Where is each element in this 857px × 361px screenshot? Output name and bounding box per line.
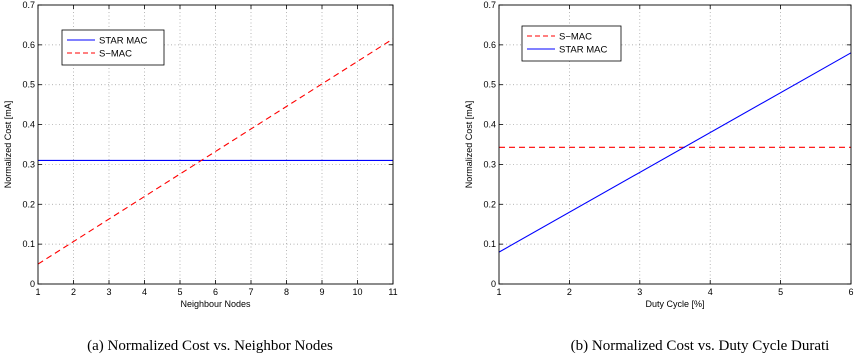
legend-label-0: STAR MAC: [99, 36, 148, 47]
x-tick-label: 5: [177, 287, 182, 297]
y-tick-label: 0.3: [483, 159, 496, 169]
x-tick-label: 2: [71, 287, 76, 297]
y-tick-label: 0.4: [483, 120, 496, 130]
figure-caption: (b) Normalized Cost vs. Duty Cycle Durat…: [571, 338, 830, 354]
y-tick-label: 0.2: [483, 199, 496, 209]
y-tick-label: 0.2: [22, 199, 35, 209]
x-tick-label: 8: [284, 287, 289, 297]
x-tick-label: 3: [106, 287, 111, 297]
chart-panel-a: 1 2 3 4 5 6 7 8 9 10 11 0 0.1 0.2 0.3 0.4 0.5 0.6 0.7 STAR …: [3, 0, 398, 354]
chart-panel-b: 1 2 3 4 5 6 0 0.1 0.2 0.3 0.4 0.5 0.6 0.7 S−MAC STAR MA…: [464, 0, 854, 354]
y-tick-label: 0.7: [22, 0, 35, 10]
x-tick-label: 4: [142, 287, 147, 297]
y-tick-label: 0: [30, 279, 35, 289]
x-tick-label: 7: [248, 287, 253, 297]
y-tick-label: 0.6: [22, 40, 35, 50]
figure-caption: (a) Normalized Cost vs. Neighbor Nodes: [87, 338, 333, 354]
x-axis-label: Neighbour Nodes: [180, 299, 251, 309]
legend-label-1: S−MAC: [99, 49, 132, 60]
y-tick-label: 0.1: [22, 239, 35, 249]
x-tick-label: 10: [352, 287, 362, 297]
y-tick-label: 0.4: [22, 120, 35, 130]
plot-frame: [37, 4, 394, 285]
x-tick-label: 6: [213, 287, 218, 297]
legend-box: [61, 29, 165, 66]
y-tick-label: 0.3: [22, 159, 35, 169]
x-tick-label: 4: [708, 287, 713, 297]
y-tick-label: 0.5: [483, 80, 496, 90]
plot-frame: [498, 4, 852, 285]
x-tick-label: 1: [496, 287, 501, 297]
y-tick-label: 0.6: [483, 40, 496, 50]
y-axis-label: Normalized Cost [mA]: [464, 101, 474, 189]
y-tick-label: 0.5: [22, 80, 35, 90]
series-line-1: [37, 38, 394, 265]
x-axis-label: Duty Cycle [%]: [645, 299, 704, 309]
x-tick-label: 5: [778, 287, 783, 297]
y-tick-label: 0.7: [483, 0, 496, 10]
x-tick-label: 9: [319, 287, 324, 297]
y-tick-label: 0.1: [483, 239, 496, 249]
x-tick-label: 6: [848, 287, 853, 297]
series-line-1: [498, 52, 852, 253]
y-axis-label: Normalized Cost [mA]: [3, 101, 13, 189]
y-tick-label: 0: [491, 279, 496, 289]
legend-label-1: STAR MAC: [559, 45, 608, 56]
legend-label-0: S−MAC: [559, 32, 592, 43]
x-tick-label: 3: [637, 287, 642, 297]
x-tick-label: 1: [35, 287, 40, 297]
x-tick-label: 2: [567, 287, 572, 297]
legend-box: [521, 25, 622, 62]
x-tick-label: 11: [388, 287, 397, 297]
